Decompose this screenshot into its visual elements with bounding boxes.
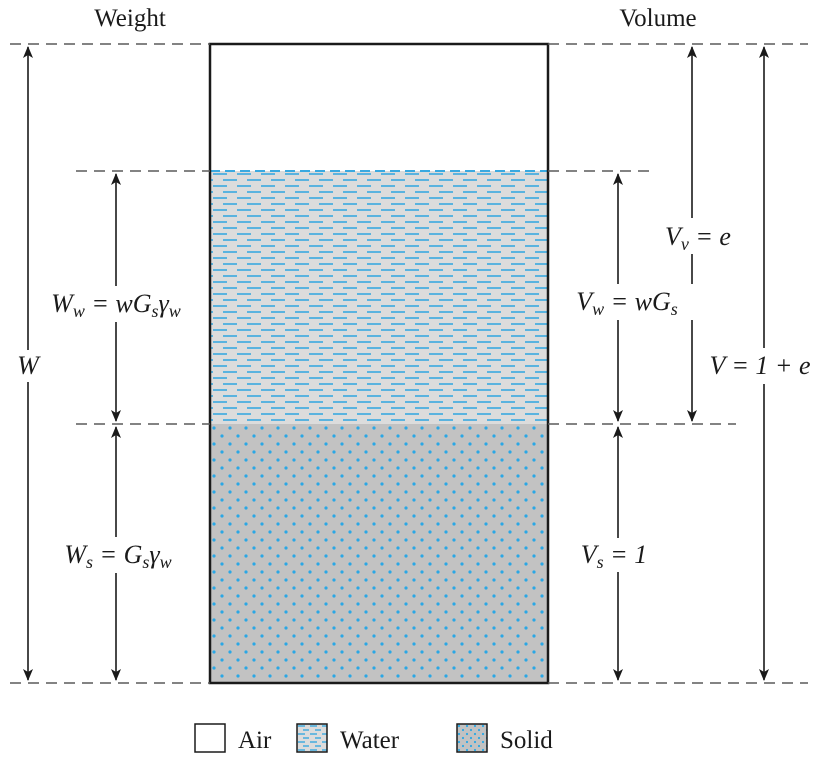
- air-phase: [210, 44, 548, 171]
- total-weight-label: W: [17, 351, 41, 380]
- void-volume-label: Vv = e: [665, 222, 731, 254]
- phase-column-outline: [208, 42, 550, 685]
- volume-header: Volume: [619, 5, 696, 32]
- water-swatch: [296, 723, 328, 753]
- water-volume-label: Vw = wGs: [576, 287, 678, 319]
- legend-solid-label: Solid: [500, 727, 553, 754]
- solid-swatch: [456, 723, 488, 753]
- legend: Air Water Solid: [194, 723, 553, 754]
- legend-air-label: Air: [238, 727, 272, 754]
- solid-phase: [210, 424, 548, 683]
- weight-header: Weight: [94, 5, 166, 32]
- solid-weight-label: Ws = Gsγw: [64, 540, 171, 572]
- total-volume-label: V = 1 + e: [709, 351, 810, 380]
- reference-lines: [10, 43, 808, 684]
- solid-volume-label: Vs = 1: [581, 540, 647, 572]
- air-swatch: [194, 723, 226, 753]
- legend-water-label: Water: [340, 727, 400, 754]
- water-weight-label: Ww = wGsγw: [51, 289, 181, 321]
- water-phase: [210, 171, 548, 424]
- label-backdrops: [16, 218, 822, 573]
